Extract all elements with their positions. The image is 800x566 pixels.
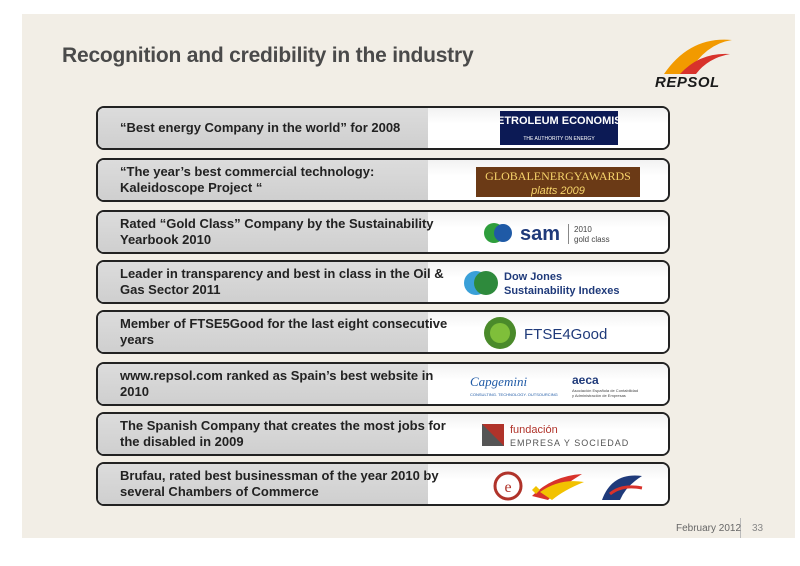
svg-text:2010: 2010 — [574, 225, 592, 234]
capgemini-aeca-logo-icon: Capgemini CONSULTING. TECHNOLOGY. OUTSOU… — [470, 373, 638, 398]
global-energy-awards-logo-icon: GLOBALENERGYAWARDS platts 2009 — [476, 167, 640, 197]
recognition-row-4: Leader in transparency and best in class… — [96, 260, 670, 304]
chambers-of-commerce-logos-icon: e — [493, 471, 643, 501]
footer-date: February 2012 — [676, 523, 742, 534]
svg-text:aeca: aeca — [572, 373, 599, 387]
recognition-row-7: The Spanish Company that creates the mos… — [96, 412, 670, 456]
svg-text:Dow Jones: Dow Jones — [504, 271, 562, 283]
row-text: Member of FTSE5Good for the last eight c… — [120, 316, 448, 347]
svg-text:THE AUTHORITY ON ENERGY: THE AUTHORITY ON ENERGY — [523, 136, 595, 142]
svg-text:EMPRESA Y SOCIEDAD: EMPRESA Y SOCIEDAD — [510, 438, 629, 448]
svg-text:sam: sam — [520, 223, 560, 245]
svg-text:CONSULTING. TECHNOLOGY. OUTSOU: CONSULTING. TECHNOLOGY. OUTSOURCING — [470, 392, 558, 397]
row-text: Brufau, rated best businessman of the ye… — [120, 468, 439, 499]
svg-text:platts 2009: platts 2009 — [530, 185, 585, 197]
repsol-logo-text: REPSOL — [655, 74, 720, 91]
svg-text:Sustainability Indexes: Sustainability Indexes — [504, 285, 620, 297]
svg-text:fundación: fundación — [510, 424, 558, 436]
recognition-row-2: “The year’s best commercial technology: … — [96, 158, 670, 202]
footer-separator — [740, 518, 741, 538]
row-text: The Spanish Company that creates the mos… — [120, 418, 446, 449]
sam-gold-class-logo-icon: sam 2010 gold class — [484, 223, 610, 245]
petroleum-economist-logo-icon: PETROLEUM ECONOMIST THE AUTHORITY ON ENE… — [500, 111, 618, 145]
dow-jones-sustainability-logo-icon: Dow Jones Sustainability Indexes — [464, 271, 620, 297]
recognition-row-5: Member of FTSE5Good for the last eight c… — [96, 310, 670, 354]
svg-text:Capgemini: Capgemini — [470, 374, 527, 389]
page-number: 33 — [752, 523, 764, 534]
recognition-row-1: “Best energy Company in the world” for 2… — [96, 106, 670, 150]
row-text: www.repsol.com ranked as Spain’s best we… — [120, 368, 434, 399]
row-text: “Best energy Company in the world” for 2… — [120, 120, 401, 135]
recognition-row-6: www.repsol.com ranked as Spain’s best we… — [96, 362, 670, 406]
recognition-row-8: Brufau, rated best businessman of the ye… — [96, 462, 670, 506]
svg-text:y Administración de Empresas: y Administración de Empresas — [572, 393, 626, 398]
row-text: “The year’s best commercial technology: … — [120, 164, 375, 195]
row-text: Leader in transparency and best in class… — [120, 266, 444, 297]
repsol-logo-icon — [664, 39, 732, 74]
row-text: Rated “Gold Class” Company by the Sustai… — [120, 216, 434, 247]
svg-text:FTSE4Good: FTSE4Good — [524, 326, 607, 343]
svg-text:Asociación Española de Contabi: Asociación Española de Contabilidad — [572, 388, 638, 393]
svg-text:gold class: gold class — [574, 235, 610, 244]
ftse4good-logo-icon: FTSE4Good — [484, 317, 607, 349]
svg-text:e: e — [504, 479, 511, 496]
fundacion-empresa-sociedad-logo-icon: fundación EMPRESA Y SOCIEDAD — [482, 424, 629, 448]
recognition-row-3: Rated “Gold Class” Company by the Sustai… — [96, 210, 670, 254]
svg-text:GLOBALENERGYAWARDS: GLOBALENERGYAWARDS — [485, 169, 631, 183]
svg-text:PETROLEUM ECONOMIST: PETROLEUM ECONOMIST — [500, 115, 618, 127]
page-title: Recognition and credibility in the indus… — [62, 44, 474, 67]
